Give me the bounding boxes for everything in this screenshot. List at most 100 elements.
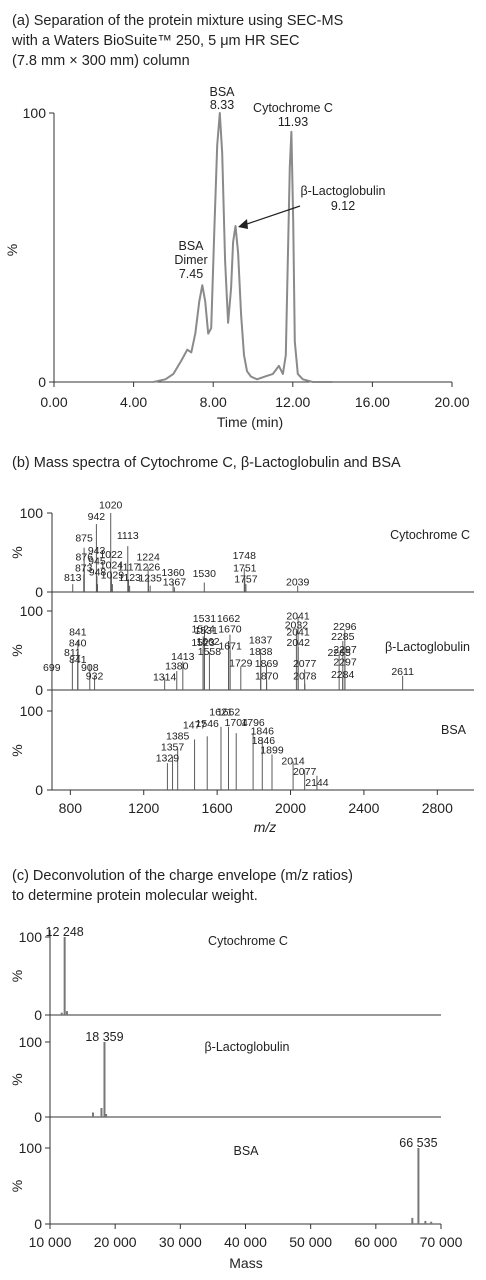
cytochrome-c-spectrum-peak-label: 1123 (118, 572, 141, 584)
deconvolution-x-tick-label: 10 000 (29, 1234, 72, 1250)
chromatogram-y-label: % (4, 244, 20, 256)
lactoglobulin-spectrum-peak-label: 932 (86, 671, 104, 683)
mass-spectra-y-tick-label: 100 (20, 603, 44, 619)
cytochrome-c-spectrum-peak-label: 1022 (99, 549, 123, 561)
chromatogram-trace (153, 112, 333, 383)
cytochrome-c-spectrum-peak-label: 876 (76, 551, 94, 563)
cytochrome-c-spectrum-peak-label: 1751 (233, 562, 257, 574)
cytochrome-c-spectrum-peak-label: 1117 (118, 562, 140, 574)
deconvolution-y-tick-label: 0 (34, 1109, 42, 1125)
cytochrome-c-spectrum-peak-label: 945 (88, 555, 106, 567)
cytochrome-c-spectrum-peak-label: 875 (75, 532, 93, 544)
lactoglobulin-spectrum-peak-label: 908 (81, 662, 99, 674)
lactoglobulin-spectrum-peak-label: 2042 (287, 637, 311, 649)
lactoglobulin-spectrum-peak-label: 2041 (286, 626, 310, 638)
bsa-spectrum-peak-label: 1846 (252, 735, 276, 747)
lactoglobulin-spectrum-peak-label: 2296 (333, 621, 357, 633)
cytochrome-c-spectrum-peak-label: 942 (88, 511, 106, 523)
lactoglobulin-spectrum-peak-label: 2285 (331, 631, 355, 643)
cytochrome-c-spectrum-peak-label: 1113 (117, 530, 139, 542)
lactoglobulin-spectrum-peak-label: 699 (43, 662, 61, 674)
mass-spectra-y-tick-label: 0 (35, 682, 43, 698)
bsa-spectrum-peak-label: 1477 (183, 719, 207, 731)
mass-spectra-y-tick-label: 100 (20, 703, 44, 719)
bsa-spectrum-peak-label: 1662 (217, 707, 241, 719)
deconvolution-x-tick-label: 40 000 (224, 1234, 267, 1250)
cytochrome-c-peak-label: Cytochrome C (253, 101, 333, 115)
bsa-spectrum-peak-label: 2077 (293, 766, 317, 778)
bsa-spectrum-peak-label: 1385 (166, 730, 190, 742)
deconvolution-y-tick-label: 100 (19, 929, 43, 945)
lactoglobulin-deconvolution-title: β-Lactoglobulin (204, 1040, 289, 1054)
mass-spectra-x-label: m/z (254, 819, 277, 835)
cytochrome-c-spectrum-peak-label: 1226 (137, 562, 161, 574)
deconvolution-y-tick-label: 100 (19, 1140, 43, 1156)
panel-a-caption-line-1: (a) Separation of the protein mixture us… (12, 13, 343, 29)
mass-spectra-y-tick-label: 100 (20, 505, 44, 521)
panel-c-caption-line-2: to determine protein molecular weight. (12, 888, 258, 904)
cytochrome-c-spectrum-peak-label: 1020 (99, 499, 123, 511)
deconvolution-x-label: Mass (229, 1255, 262, 1271)
lactoglobulin-spectrum-peak-label: 1531 (193, 613, 217, 625)
mass-spectra-x-tick-label: 1600 (202, 800, 233, 816)
panel-c-caption-line-1: (c) Deconvolution of the charge envelope… (12, 868, 353, 884)
deconvolution-y-label: % (9, 970, 25, 982)
cytochrome-c-spectrum-peak-label: 813 (64, 572, 82, 584)
deconvolution-y-tick-label: 100 (19, 1034, 43, 1050)
lactoglobulin-spectrum-peak-label: 2041 (286, 611, 310, 623)
chromatogram-x-tick-label: 8.00 (200, 394, 227, 410)
lactoglobulin-spectrum-title: β-Lactoglobulin (385, 640, 470, 654)
lactoglobulin-spectrum-peak-label: 1558 (198, 646, 222, 658)
lactoglobulin-spectrum-peak-label: 2078 (293, 671, 317, 683)
bsa-spectrum-peak-label: 1846 (251, 726, 275, 738)
bsa-spectrum-title: BSA (441, 723, 467, 737)
chromatogram-x-tick-label: 4.00 (120, 394, 147, 410)
lactoglobulin-spectrum-peak-label: 1524 (192, 623, 216, 635)
mass-spectra-y-label: % (9, 744, 25, 756)
mass-spectra-x-tick-label: 2400 (348, 800, 379, 816)
chromatogram-y-tick-label: 0 (38, 374, 46, 390)
lactoglobulin-spectrum-peak-label: 2297 (333, 644, 357, 656)
cytochrome-c-deconvolution-mass-label: 12 248 (46, 925, 84, 939)
chromatogram-x-label: Time (min) (217, 414, 283, 430)
bsa-dimer-peak-label-line-2: Dimer (174, 253, 207, 267)
lactoglobulin-spectrum-peak-label: 1531 (194, 625, 218, 637)
bsa-spectrum-peak-label: 2014 (281, 756, 305, 768)
lactoglobulin-deconvolution-mass-label: 18 359 (85, 1030, 123, 1044)
cytochrome-c-spectrum-peak-label: 1024 (100, 559, 124, 571)
lactoglobulin-spectrum-peak-label: 2032 (285, 619, 309, 631)
panel-b-caption: (b) Mass spectra of Cytochrome C, β-Lact… (12, 455, 401, 471)
bsa-spectrum-peak-label: 1899 (260, 745, 284, 757)
lactoglobulin-peak-time: 9.12 (331, 199, 355, 213)
deconvolution-y-tick-label: 0 (34, 1216, 42, 1232)
cytochrome-c-spectrum-peak-label: 1757 (234, 574, 258, 586)
lactoglobulin-spectrum-peak-label: 840 (69, 638, 87, 650)
deconvolution-x-tick-label: 50 000 (289, 1234, 332, 1250)
lactoglobulin-spectrum-peak-label: 1662 (217, 613, 241, 625)
lactoglobulin-spectrum-peak-label: 1380 (165, 660, 189, 672)
lactoglobulin-spectrum-peak-label: 1671 (218, 641, 242, 653)
mass-spectra-y-tick-label: 0 (35, 584, 43, 600)
deconvolution-y-label: % (9, 1073, 25, 1085)
lactoglobulin-spectrum-peak-label: 841 (69, 626, 87, 638)
lactoglobulin-arrowhead (238, 219, 248, 229)
cytochrome-c-spectrum-peak-label: 873 (75, 562, 93, 574)
lactoglobulin-spectrum-peak-label: 1413 (171, 651, 195, 663)
lactoglobulin-spectrum-peak-label: 1869 (255, 658, 279, 670)
lactoglobulin-spectrum-peak-label: 841 (69, 654, 87, 666)
lactoglobulin-spectrum-peak-label: 1838 (249, 646, 273, 658)
deconvolution-x-tick-label: 30 000 (159, 1234, 202, 1250)
lactoglobulin-spectrum-peak-label: 1670 (218, 623, 242, 635)
lactoglobulin-spectrum-peak-label: 1837 (249, 634, 273, 646)
deconvolution-x-tick-label: 60 000 (354, 1234, 397, 1250)
bsa-peak-label: BSA (209, 85, 235, 99)
cytochrome-c-peak-time: 11.93 (278, 115, 308, 129)
cytochrome-c-spectrum-peak-label: 1235 (138, 573, 162, 585)
bsa-dimer-peak-label-line-1: BSA (178, 239, 204, 253)
bsa-spectrum-peak-label: 1796 (241, 717, 265, 729)
lactoglobulin-spectrum-peak-label: 1870 (255, 671, 279, 683)
bsa-deconvolution-title: BSA (233, 1144, 259, 1158)
bsa-dimer-peak-time: 7.45 (179, 267, 203, 281)
